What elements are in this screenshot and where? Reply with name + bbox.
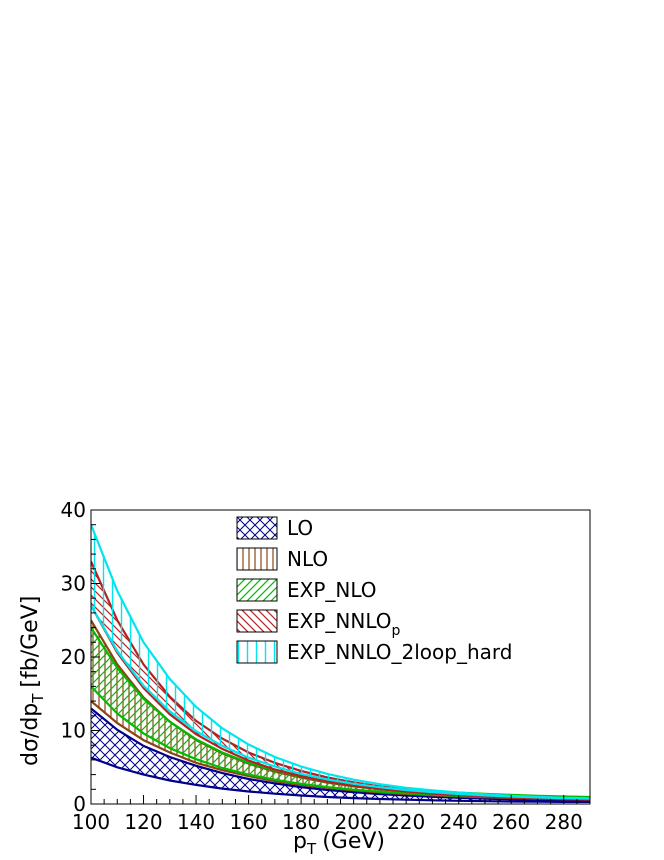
y-axis-title-unit: [fb/GeV] [18, 596, 43, 688]
band-fill [91, 524, 590, 799]
x-tick-label: 120 [124, 810, 162, 834]
y-tick-label: 40 [61, 498, 86, 522]
x-tick-label: 240 [440, 810, 478, 834]
x-axis-title-main: p [293, 829, 307, 854]
legend-label: EXP_NLO [287, 578, 377, 602]
band-lo [91, 707, 590, 803]
legend-label-sub: p [392, 623, 401, 639]
legend-label: EXP_NNLO_2loop_hard [287, 640, 512, 664]
y-tick-label: 0 [73, 792, 86, 816]
band-exp-nnlo-2loop-hard [91, 524, 590, 800]
y-axis-title-main: dσ/dp [18, 703, 43, 766]
legend-swatch [237, 641, 277, 663]
band-lower-line [91, 604, 590, 800]
y-tick-label: 10 [61, 719, 86, 743]
legend-swatch [237, 548, 277, 570]
legend-item: EXP_NNLO_2loop_hard [236, 640, 512, 664]
legend-item: LO [236, 516, 313, 540]
band-lower-line [91, 756, 590, 803]
x-axis-title-unit: (GeV) [322, 829, 385, 854]
x-tick-label: 100 [72, 810, 110, 834]
y-tick-label: 20 [61, 645, 86, 669]
ticks-layer: 100 120 140 160 180 200 220 240 260 280 0 10 20 30 40 [61, 498, 591, 834]
legend-swatch-border [236, 516, 278, 540]
x-tick-label: 220 [387, 810, 425, 834]
y-axis-title: dσ/dpT [fb/GeV] [18, 596, 47, 766]
x-tick-label: 160 [229, 810, 267, 834]
legend-item: NLO [236, 547, 328, 571]
x-tick-label: 200 [335, 810, 373, 834]
legend-swatch [237, 610, 277, 632]
legend-label: LO [287, 516, 313, 540]
band-upper-line [91, 707, 590, 802]
y-axis-title-sub: T [29, 693, 47, 704]
x-tick-label: 260 [492, 810, 530, 834]
y-tick-label: 30 [61, 572, 86, 596]
band-fill [91, 708, 590, 802]
legend-swatch-border [236, 609, 278, 633]
x-axis-title: pT (GeV) [293, 829, 385, 858]
legend-swatch [237, 579, 277, 601]
legend-swatch [237, 517, 277, 539]
legend-swatch-border [236, 578, 278, 602]
x-tick-label: 140 [177, 810, 215, 834]
band-fill [91, 627, 590, 799]
bands-layer [91, 524, 590, 803]
legend-label: EXP_NNLOp [287, 609, 401, 639]
x-axis-title-sub: T [306, 840, 317, 858]
legend-swatch-border [236, 640, 278, 664]
legend-swatch-border [236, 547, 278, 571]
legend-item: EXP_NLO [236, 578, 377, 602]
legend-item: EXP_NNLOp [236, 609, 401, 639]
x-tick-label: 280 [545, 810, 583, 834]
x-tick-label: 180 [282, 810, 320, 834]
legend-label: NLO [287, 547, 328, 571]
